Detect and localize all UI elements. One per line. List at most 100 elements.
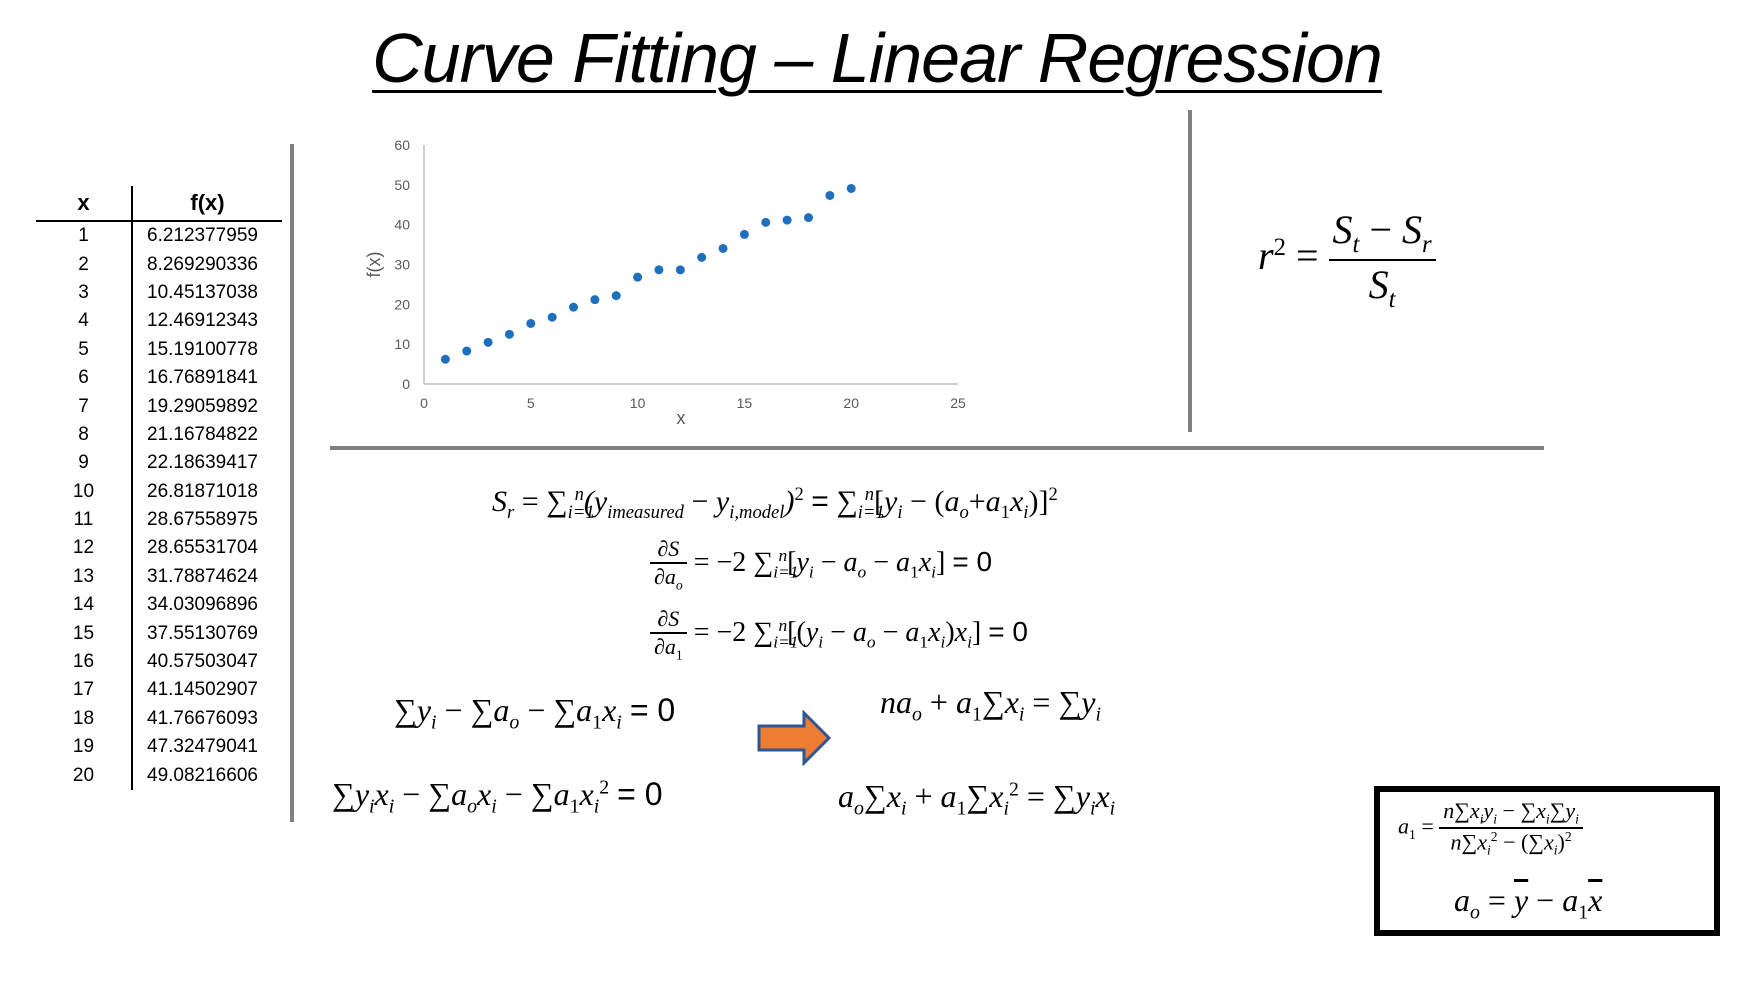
data-point bbox=[697, 252, 707, 262]
table-header-row: x f(x) bbox=[36, 186, 282, 222]
table-row: 4 12.46912343 bbox=[36, 307, 282, 336]
cell-fx: 22.18639417 bbox=[147, 452, 258, 474]
cell-x: 18 bbox=[36, 704, 133, 734]
data-point bbox=[675, 265, 685, 275]
table-row: 11 28.67558975 bbox=[36, 505, 282, 535]
cell-fx: 19.29059892 bbox=[147, 395, 258, 417]
cell-fx: 12.46912343 bbox=[147, 310, 258, 332]
y-tick-label: 30 bbox=[394, 257, 410, 273]
cell-x: 8 bbox=[36, 420, 133, 450]
table-row: 3 10.45137038 bbox=[36, 278, 282, 308]
table-row: 15 37.55130769 bbox=[36, 619, 282, 648]
partial-derivative-a1-equation: ∂S ∂a1 = −2 ∑i=1n[(yi − ao − a1xi)xi] = 0 bbox=[650, 606, 1028, 663]
table-row: 10 26.81871018 bbox=[36, 477, 282, 506]
table-row: 12 28.65531704 bbox=[36, 534, 282, 563]
table-row: 19 47.32479041 bbox=[36, 733, 282, 762]
r-squared-equation: r2 = St − Sr St bbox=[1258, 206, 1436, 314]
cell-fx: 40.57503047 bbox=[147, 651, 258, 673]
cell-fx: 26.81871018 bbox=[147, 480, 258, 502]
data-point bbox=[846, 183, 856, 193]
data-point bbox=[654, 265, 664, 275]
cell-fx: 41.76676093 bbox=[147, 707, 258, 729]
normal-equation-2-right: ao∑xi + a1∑xi2 = ∑yixi bbox=[838, 778, 1116, 820]
middle-divider bbox=[330, 446, 1544, 450]
cell-fx: 41.14502907 bbox=[147, 679, 258, 701]
cell-x: 13 bbox=[36, 562, 133, 592]
table-row: 2 8.269290336 bbox=[36, 250, 282, 279]
cell-fx: 49.08216606 bbox=[147, 764, 258, 786]
cell-x: 17 bbox=[36, 676, 133, 705]
table-row: 13 31.78874624 bbox=[36, 562, 282, 592]
table-row: 9 22.18639417 bbox=[36, 449, 282, 478]
data-point bbox=[440, 354, 450, 364]
data-point bbox=[526, 318, 536, 328]
data-point bbox=[569, 302, 579, 312]
right-arrow-icon bbox=[757, 710, 832, 766]
cell-fx: 28.65531704 bbox=[147, 537, 258, 559]
cell-x: 6 bbox=[36, 363, 133, 393]
x-tick-label: 20 bbox=[843, 395, 859, 411]
cell-fx: 37.55130769 bbox=[147, 622, 258, 644]
y-tick-label: 50 bbox=[394, 177, 410, 193]
cell-fx: 16.76891841 bbox=[147, 367, 258, 389]
scatter-chart: 0 10 20 30 40 50 60 0 5 10 15 20 25 x f(x) bbox=[364, 137, 966, 428]
cell-x: 16 bbox=[36, 647, 133, 677]
data-point bbox=[825, 190, 835, 200]
y-axis-label: f(x) bbox=[364, 252, 384, 278]
data-point bbox=[504, 329, 514, 339]
normal-equation-1-left: ∑yi − ∑ao − ∑a1xi = 0 bbox=[394, 692, 676, 734]
x-tick-label: 25 bbox=[950, 395, 966, 411]
table-row: 7 19.29059892 bbox=[36, 392, 282, 421]
y-tick-label: 0 bbox=[402, 376, 410, 392]
table-row: 20 49.08216606 bbox=[36, 761, 282, 790]
cell-x: 10 bbox=[36, 477, 133, 506]
cell-x: 15 bbox=[36, 619, 133, 648]
cell-x: 14 bbox=[36, 591, 133, 620]
x-tick-label: 0 bbox=[420, 395, 428, 411]
table-row: 14 34.03096896 bbox=[36, 591, 282, 620]
data-point bbox=[761, 217, 771, 227]
data-point bbox=[782, 215, 792, 225]
cell-fx: 8.269290336 bbox=[147, 253, 258, 275]
cell-fx: 15.19100778 bbox=[147, 338, 258, 360]
right-divider bbox=[1188, 110, 1192, 432]
data-point bbox=[739, 229, 749, 239]
cell-x: 4 bbox=[36, 307, 133, 336]
y-tick-label: 10 bbox=[394, 336, 410, 352]
cell-x: 20 bbox=[36, 761, 133, 790]
data-point bbox=[547, 312, 557, 322]
solution-box: a1 = n∑xiyi − ∑xi∑yi n∑xi2 − (∑xi)2 ao =… bbox=[1374, 786, 1720, 936]
left-divider bbox=[290, 144, 294, 822]
normal-equation-2-left: ∑yixi − ∑aoxi − ∑a1xi2 = 0 bbox=[332, 776, 663, 818]
cell-x: 19 bbox=[36, 733, 133, 762]
normal-equation-1-right: nao + a1∑xi = ∑yi bbox=[880, 684, 1101, 726]
cell-x: 3 bbox=[36, 278, 133, 308]
data-point bbox=[462, 346, 472, 356]
cell-x: 9 bbox=[36, 449, 133, 478]
table-row: 17 41.14502907 bbox=[36, 676, 282, 705]
x-tick-label: 10 bbox=[630, 395, 646, 411]
cell-fx: 28.67558975 bbox=[147, 509, 258, 531]
y-tick-label: 40 bbox=[394, 217, 410, 233]
table-row: 16 40.57503047 bbox=[36, 647, 282, 677]
data-table: x f(x) 1 6.212377959 2 8.269290336 3 10.45137… bbox=[36, 186, 282, 790]
a1-solution-equation: a1 = n∑xiyi − ∑xi∑yi n∑xi2 − (∑xi)2 bbox=[1398, 798, 1583, 859]
cell-x: 12 bbox=[36, 534, 133, 563]
x-axis-label: x bbox=[677, 408, 686, 428]
column-header-fx: f(x) bbox=[132, 186, 282, 222]
data-point bbox=[483, 337, 493, 347]
cell-fx: 31.78874624 bbox=[147, 565, 258, 587]
data-point bbox=[590, 295, 600, 305]
cell-x: 11 bbox=[36, 505, 133, 535]
table-row: 6 16.76891841 bbox=[36, 363, 282, 393]
y-tick-label: 20 bbox=[394, 296, 410, 312]
cell-fx: 47.32479041 bbox=[147, 736, 258, 758]
page-title: Curve Fitting – Linear Regression bbox=[372, 19, 1383, 97]
data-point bbox=[633, 272, 643, 282]
x-tick-label: 5 bbox=[527, 395, 535, 411]
cell-x: 2 bbox=[36, 250, 133, 279]
cell-fx: 6.212377959 bbox=[147, 225, 258, 247]
table-row: 5 15.19100778 bbox=[36, 335, 282, 364]
a0-solution-equation: ao = y − a1x bbox=[1454, 882, 1603, 924]
cell-x: 7 bbox=[36, 392, 133, 421]
